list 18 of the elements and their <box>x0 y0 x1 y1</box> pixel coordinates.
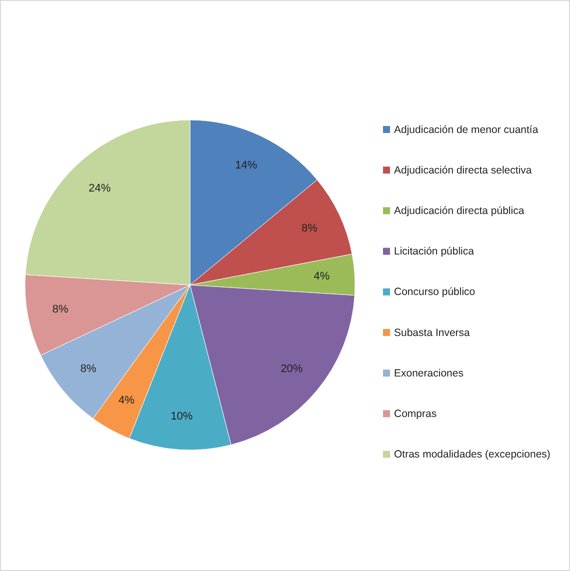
legend-label: Subasta Inversa <box>394 326 470 339</box>
data-label: 4% <box>314 270 330 283</box>
legend-label: Compras <box>394 408 437 420</box>
legend-label: Adjudicación directa pública <box>394 204 524 217</box>
data-label: 8% <box>301 222 318 235</box>
legend-label: Concurso público <box>394 286 476 298</box>
data-label: 4% <box>118 394 135 407</box>
data-label: 14% <box>235 159 258 172</box>
legend-label: Otras modalidades (excepciones) <box>394 448 550 461</box>
data-label: 10% <box>170 410 193 423</box>
legend-label: Exoneraciones <box>394 367 464 380</box>
legend-label: Adjudicación de menor cuantía <box>394 124 538 136</box>
data-label: 8% <box>52 304 69 316</box>
data-label: 20% <box>280 363 303 376</box>
data-label: 24% <box>88 182 111 195</box>
data-label: 8% <box>80 363 96 376</box>
legend-label: Adjudicación directa selectiva <box>394 164 532 176</box>
legend-label: Licitación pública <box>394 246 474 258</box>
